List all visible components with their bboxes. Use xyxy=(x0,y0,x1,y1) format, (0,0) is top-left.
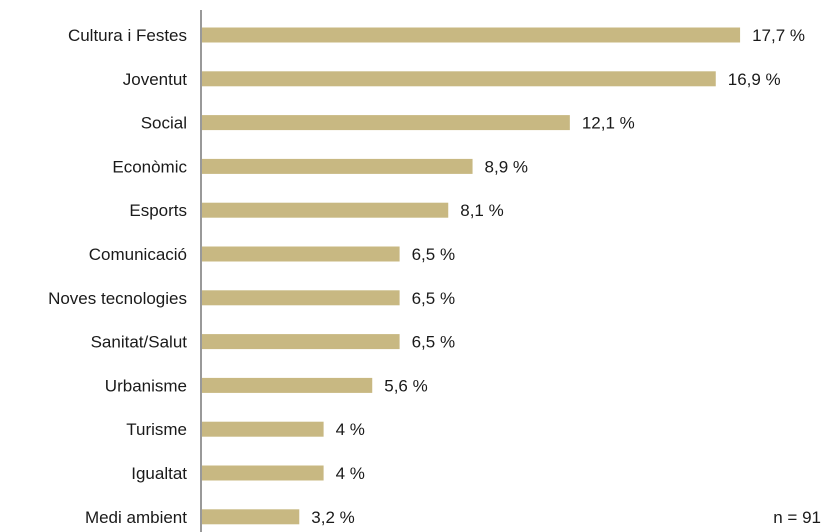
value-label: 6,5 % xyxy=(412,289,455,308)
category-label: Urbanisme xyxy=(105,376,187,395)
category-label: Cultura i Festes xyxy=(68,26,187,45)
value-label: 6,5 % xyxy=(412,245,455,264)
bar xyxy=(202,377,373,393)
bar xyxy=(202,115,570,131)
value-label: 12,1 % xyxy=(582,114,635,133)
value-label: 3,2 % xyxy=(311,508,354,527)
bars-group: Cultura i Festes 17,7 % Joventut 16,9 % Soci… xyxy=(48,26,805,527)
category-label: Noves tecnologies xyxy=(48,289,187,308)
bar xyxy=(202,158,473,174)
category-label: Turisme xyxy=(126,420,187,439)
bar xyxy=(202,246,400,262)
bar xyxy=(202,71,716,87)
value-label: 4 % xyxy=(336,464,365,483)
value-label: 4 % xyxy=(336,420,365,439)
bar xyxy=(202,421,324,437)
bar xyxy=(202,465,324,481)
value-label: 6,5 % xyxy=(412,333,455,352)
value-label: 8,1 % xyxy=(460,201,503,220)
category-label: Joventut xyxy=(123,70,188,89)
bar xyxy=(202,202,449,218)
value-label: 5,6 % xyxy=(384,376,427,395)
value-label: 8,9 % xyxy=(485,157,528,176)
category-label: Igualtat xyxy=(131,464,187,483)
category-label: Sanitat/Salut xyxy=(91,333,188,352)
category-label: Econòmic xyxy=(112,157,187,176)
value-label: 17,7 % xyxy=(752,26,805,45)
category-label: Comunicació xyxy=(89,245,187,264)
category-label: Esports xyxy=(129,201,187,220)
bar xyxy=(202,290,400,306)
category-label: Medi ambient xyxy=(85,508,187,527)
bar xyxy=(202,27,741,43)
sample-size-note: n = 91 xyxy=(773,508,821,527)
category-label: Social xyxy=(141,114,187,133)
bar xyxy=(202,509,300,525)
bar xyxy=(202,334,400,350)
value-label: 16,9 % xyxy=(728,70,781,89)
